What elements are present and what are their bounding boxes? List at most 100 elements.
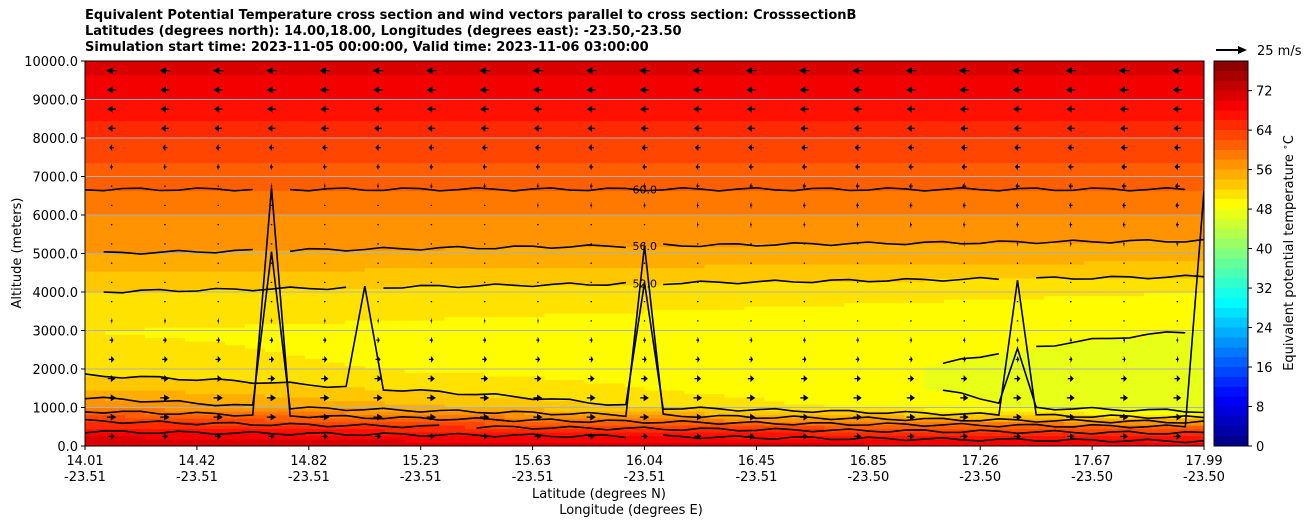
- theta-e-cell: [604, 302, 626, 307]
- theta-e-cell: [644, 176, 666, 181]
- theta-e-cell: [384, 267, 406, 272]
- theta-e-cell: [424, 222, 446, 227]
- theta-e-cell: [284, 278, 306, 283]
- theta-e-cell: [544, 82, 566, 87]
- theta-e-cell: [224, 239, 246, 244]
- theta-e-cell: [85, 222, 106, 227]
- theta-e-cell: [824, 299, 845, 304]
- theta-e-cell: [864, 110, 885, 115]
- theta-e-cell: [924, 176, 945, 181]
- theta-e-cell: [944, 435, 965, 440]
- theta-e-cell: [204, 75, 226, 80]
- theta-e-cell: [704, 372, 726, 377]
- theta-e-cell: [744, 418, 765, 423]
- theta-e-cell: [85, 89, 106, 94]
- theta-e-cell: [224, 278, 246, 283]
- theta-e-cell: [584, 383, 606, 388]
- theta-e-cell: [464, 439, 486, 444]
- theta-e-cell: [684, 134, 706, 139]
- theta-e-cell: [924, 180, 945, 185]
- theta-e-cell: [684, 320, 706, 325]
- theta-e-cell: [304, 376, 326, 381]
- theta-e-cell: [704, 316, 726, 321]
- theta-e-cell: [364, 155, 386, 160]
- theta-e-cell: [584, 278, 606, 283]
- theta-e-cell: [524, 190, 546, 195]
- theta-e-cell: [264, 110, 286, 115]
- theta-e-cell: [284, 85, 306, 90]
- theta-e-cell: [604, 194, 626, 199]
- theta-e-cell: [524, 96, 546, 101]
- theta-e-cell: [504, 169, 526, 174]
- theta-e-cell: [564, 288, 586, 293]
- theta-e-cell: [784, 117, 805, 122]
- theta-e-cell: [85, 180, 106, 185]
- theta-e-cell: [844, 138, 865, 143]
- theta-e-cell: [684, 267, 706, 272]
- theta-e-cell: [104, 173, 126, 178]
- theta-e-cell: [684, 180, 706, 185]
- theta-e-cell: [844, 274, 865, 279]
- theta-e-cell: [964, 281, 985, 286]
- theta-e-cell: [364, 400, 386, 405]
- theta-e-cell: [184, 232, 206, 237]
- theta-e-cell: [484, 309, 506, 314]
- theta-e-cell: [424, 260, 446, 265]
- theta-e-cell: [744, 103, 765, 108]
- theta-e-cell: [444, 397, 466, 402]
- theta-e-cell: [884, 372, 905, 377]
- theta-e-cell: [444, 386, 466, 391]
- theta-e-cell: [364, 334, 386, 339]
- theta-e-cell: [304, 176, 326, 181]
- theta-e-cell: [544, 316, 566, 321]
- theta-e-cell: [344, 425, 366, 430]
- theta-e-cell: [864, 404, 885, 409]
- theta-e-cell: [104, 218, 126, 223]
- theta-e-cell: [284, 302, 306, 307]
- theta-e-cell: [404, 288, 426, 293]
- theta-e-cell: [384, 61, 406, 66]
- theta-e-cell: [344, 369, 366, 374]
- theta-e-cell: [844, 64, 865, 69]
- theta-e-cell: [304, 148, 326, 153]
- theta-e-cell: [344, 376, 366, 381]
- theta-e-cell: [704, 428, 726, 433]
- theta-e-cell: [484, 313, 506, 318]
- theta-e-cell: [124, 68, 146, 73]
- theta-e-cell: [724, 236, 746, 241]
- theta-e-cell: [424, 197, 446, 202]
- theta-e-cell: [424, 232, 446, 237]
- theta-e-cell: [184, 414, 206, 419]
- theta-e-cell: [144, 208, 166, 213]
- theta-e-cell: [704, 404, 726, 409]
- theta-e-cell: [224, 187, 246, 192]
- theta-e-cell: [604, 183, 626, 188]
- theta-e-cell: [164, 362, 186, 367]
- theta-e-cell: [304, 61, 326, 66]
- theta-e-cell: [244, 232, 266, 237]
- theta-e-cell: [284, 320, 306, 325]
- theta-e-cell: [524, 442, 546, 446]
- theta-e-cell: [184, 162, 206, 167]
- theta-e-cell: [804, 428, 825, 433]
- theta-e-cell: [924, 110, 945, 115]
- theta-e-cell: [624, 110, 646, 115]
- theta-e-cell: [264, 264, 286, 269]
- theta-e-cell: [744, 197, 765, 202]
- theta-e-cell: [644, 134, 666, 139]
- theta-e-cell: [424, 211, 446, 216]
- theta-e-cell: [564, 264, 586, 269]
- theta-e-cell: [784, 337, 805, 342]
- theta-e-cell: [224, 442, 246, 446]
- theta-e-cell: [564, 421, 586, 426]
- theta-e-cell: [244, 292, 266, 297]
- theta-e-cell: [404, 138, 426, 143]
- theta-e-cell: [864, 85, 885, 90]
- theta-e-cell: [464, 197, 486, 202]
- theta-e-cell: [444, 344, 466, 349]
- theta-e-cell: [564, 358, 586, 363]
- theta-e-cell: [164, 285, 186, 290]
- theta-e-cell: [904, 334, 925, 339]
- theta-e-cell: [904, 253, 925, 258]
- theta-e-cell: [204, 134, 226, 139]
